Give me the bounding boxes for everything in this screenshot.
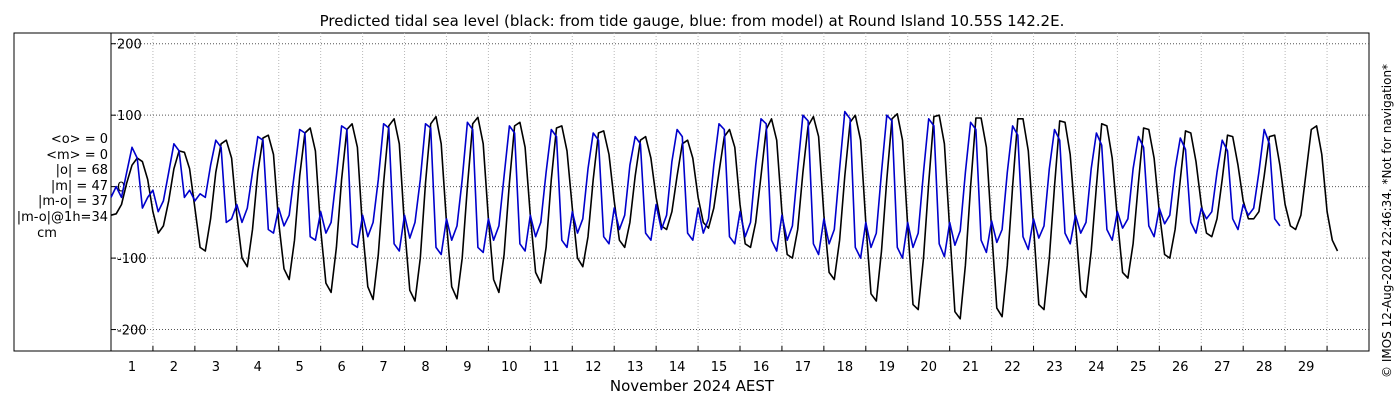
x-tick-label: 9 (463, 360, 471, 375)
x-tick-label: 1 (128, 360, 136, 375)
stat-mean-observed: <o> = 0 (50, 132, 108, 147)
stat-abs-diff: |m-o| = 37 (37, 194, 108, 210)
stats-panel: <o> = 0 <m> = 0 |o| = 68 |m| = 47 |m-o| … (4, 132, 108, 241)
stat-unit: cm (37, 225, 57, 241)
x-tick-label: 20 (920, 360, 937, 375)
x-tick-label: 15 (711, 360, 728, 375)
x-axis-label: November 2024 AEST (610, 377, 775, 395)
y-tick-label: 200 (117, 38, 142, 53)
plot-frame (13, 32, 1370, 352)
x-tick-label: 14 (669, 360, 686, 375)
y-tick-label: -200 (117, 324, 147, 339)
x-tick-label: 18 (837, 360, 854, 375)
x-tick-label: 5 (296, 360, 304, 375)
x-tick-label: 13 (627, 360, 644, 375)
stat-abs-observed: |o| = 68 (55, 163, 108, 179)
x-tick-label: 16 (753, 360, 770, 375)
chart-title: Predicted tidal sea level (black: from t… (320, 12, 1065, 30)
x-tick-label: 17 (795, 360, 812, 375)
x-tick-label: 28 (1256, 360, 1273, 375)
x-tick-label: 24 (1088, 360, 1105, 375)
x-tick-label: 23 (1046, 360, 1063, 375)
x-tick-label: 2 (170, 360, 178, 375)
x-tick-label: 8 (421, 360, 429, 375)
x-tick-label: 19 (878, 360, 895, 375)
x-tick-label: 10 (501, 360, 518, 375)
series-line-model (110, 110, 1281, 259)
stat-abs-model: |m| = 47 (50, 178, 108, 194)
y-tick-label: 100 (117, 109, 142, 124)
x-tick-label: 7 (379, 360, 387, 375)
x-tick-label: 26 (1172, 360, 1189, 375)
copyright-note: © IMOS 12-Aug-2024 22:46:34. *Not for na… (1380, 64, 1394, 378)
x-tick-label: 11 (543, 360, 560, 375)
y-tick-label: 0 (117, 181, 125, 196)
x-tick-label: 22 (1004, 360, 1021, 375)
x-tick-label: 6 (337, 360, 345, 375)
x-tick-label: 3 (212, 360, 220, 375)
stat-abs-diff-1h: |m-o|@1h=34 (16, 209, 108, 225)
series-layer (110, 110, 1339, 320)
x-tick-label: 12 (585, 360, 602, 375)
x-tick-label: 27 (1214, 360, 1231, 375)
x-tick-label: 29 (1298, 360, 1315, 375)
grid-layer (111, 33, 1369, 351)
x-tick-label: 21 (962, 360, 979, 375)
stat-mean-model: <m> = 0 (46, 147, 108, 163)
y-tick-label: -100 (117, 252, 147, 267)
x-tick-label: 4 (254, 360, 262, 375)
x-tick-label: 25 (1130, 360, 1147, 375)
